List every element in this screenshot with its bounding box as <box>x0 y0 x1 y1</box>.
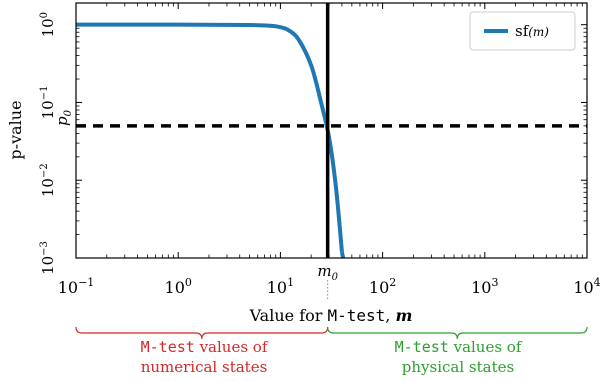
y-tick-label: 10−2 <box>39 163 57 197</box>
series-line-sf <box>76 22 344 253</box>
physical-states-label-line2: physical states <box>402 358 514 376</box>
legend-box <box>469 11 576 51</box>
y-tick-label: 10−3 <box>39 241 57 275</box>
x-tick-label: 103 <box>471 276 498 297</box>
x-tick-label: 101 <box>267 276 294 297</box>
physical-states-brace <box>327 326 588 340</box>
legend-label: sf(m) <box>515 22 549 40</box>
m0-label: m0 <box>317 262 338 283</box>
y-tick-label: 10−1 <box>39 86 57 120</box>
plot-frame <box>75 2 588 259</box>
series-group <box>76 22 346 258</box>
x-tick-label: 104 <box>573 276 600 297</box>
numerical-states-label-line2: numerical states <box>141 358 268 376</box>
numerical-states-label-line1: M-test values of <box>141 338 269 356</box>
tick-labels: 10−1 100 101 102 103 104 10−3 10−2 10−1 100 <box>39 12 601 297</box>
y-tick-label: 100 <box>39 12 57 37</box>
x-tick-label: 102 <box>369 276 396 297</box>
p0-label: p0 <box>53 109 74 126</box>
physical-states-label-line1: M-test values of <box>395 338 523 356</box>
legend: sf(m) <box>469 11 576 51</box>
numerical-states-brace <box>75 326 329 340</box>
x-tick-label: 100 <box>165 276 192 297</box>
x-axis-label: Value for M-test, m <box>249 306 413 325</box>
x-tick-label: 10−1 <box>58 276 95 297</box>
series-tail <box>339 251 346 258</box>
y-axis-label: p-value <box>6 100 25 159</box>
